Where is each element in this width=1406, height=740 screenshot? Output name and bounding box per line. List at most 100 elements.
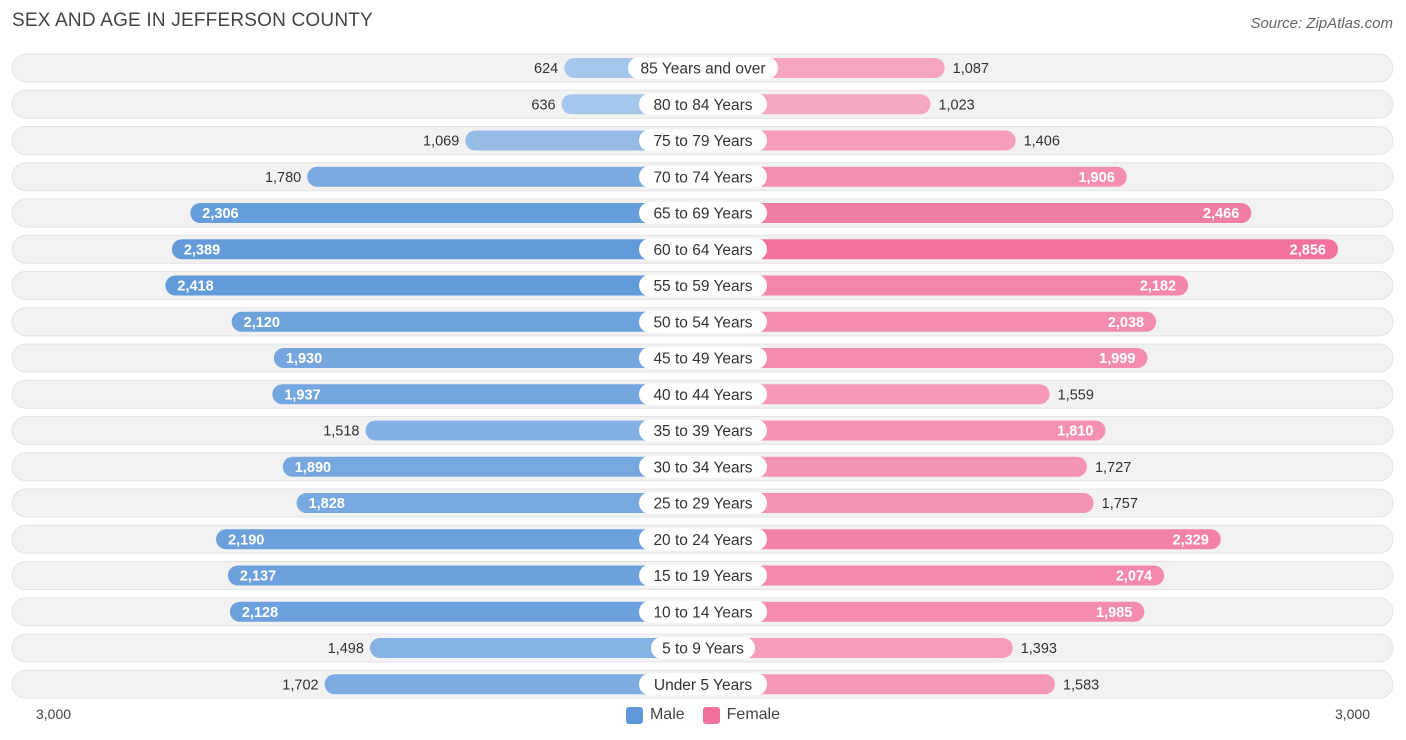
category-label: 75 to 79 Years [653,133,752,150]
category-label: Under 5 Years [654,677,752,694]
category-label: 80 to 84 Years [653,97,752,114]
male-bar [165,275,713,296]
male-value-label: 2,137 [240,569,276,585]
chart-row: Under 5 Years 1,702 1,583 [11,669,1394,699]
category-pill [639,347,767,369]
chart-row: 60 to 64 Years 2,389 2,856 [11,234,1394,264]
chart-row: 35 to 39 Years 1,518 1,810 [11,416,1394,445]
category-label: 10 to 14 Years [653,604,752,621]
chart-row: 5 to 9 Years 1,498 1,393 [11,633,1394,663]
axis-label-left: 3,000 [36,706,72,722]
category-label: 25 to 29 Years [653,496,752,513]
female-bar [693,166,1127,187]
legend-label-female: Female [726,706,781,723]
female-value-label: 2,856 [1290,242,1326,258]
male-value-label: 2,128 [242,605,278,621]
chart-row: 45 to 49 Years 1,930 1,999 [11,343,1394,373]
category-label: 70 to 74 Years [653,169,752,186]
chart-row: 40 to 44 Years 1,937 1,559 [11,379,1394,409]
category-pill [639,383,767,406]
category-pill [639,165,767,188]
category-pill [639,129,767,152]
male-bar [307,166,713,187]
male-value-label: 1,518 [323,424,359,440]
female-bar [693,130,1016,151]
female-value-label: 1,583 [1063,677,1099,693]
male-bar [171,239,713,260]
male-bar [296,493,713,513]
category-pill [639,564,767,587]
chart-row: 15 to 19 Years 2,137 2,074 [11,561,1394,590]
female-value-label: 1,393 [1021,641,1057,657]
axis-label-right: 3,000 [1334,706,1370,722]
female-value-label: 1,999 [1099,351,1135,367]
male-bar [369,638,713,658]
chart-row: 30 to 34 Years 1,890 1,727 [11,452,1394,482]
category-label: 65 to 69 Years [653,206,752,223]
male-value-label: 636 [531,97,555,113]
legend-item-male[interactable]: Male [625,706,685,724]
chart-title: SEX AND AGE IN JEFFERSON COUNTY [12,10,373,31]
female-value-label: 1,810 [1057,424,1093,440]
category-label: 85 Years and over [641,61,766,78]
female-value-label: 2,182 [1140,279,1176,295]
female-value-label: 1,727 [1095,460,1131,476]
female-bar [693,420,1106,441]
chart-row: 70 to 74 Years 1,780 1,906 [11,162,1394,192]
legend: Male Female [0,704,1406,726]
female-value-label: 2,038 [1108,315,1144,331]
female-bar [693,311,1157,332]
chart-row: 55 to 59 Years 2,418 2,182 [11,271,1394,300]
male-bar [190,203,714,223]
male-value-label: 1,828 [309,496,345,512]
female-bar [693,493,1094,513]
category-pill [639,202,767,224]
category-label: 60 to 64 Years [653,242,752,259]
female-bar [693,456,1087,477]
female-bar [693,239,1338,260]
male-bar [324,674,713,695]
category-label: 30 to 34 Years [653,459,752,476]
male-value-label: 1,702 [282,677,318,693]
female-value-label: 1,023 [938,97,974,113]
male-bar [229,601,713,622]
category-label: 50 to 54 Years [653,314,752,331]
female-bar [693,275,1189,296]
male-swatch [625,706,643,724]
category-pill [639,600,767,623]
chart-row: 65 to 69 Years 2,306 2,466 [11,198,1394,228]
female-value-label: 1,406 [1024,134,1060,150]
category-pill [639,238,767,261]
category-label: 45 to 49 Years [653,351,752,368]
legend-label-male: Male [649,706,685,723]
female-bar [693,348,1148,368]
category-label: 15 to 19 Years [653,568,752,585]
female-bar [693,529,1221,550]
category-pill [639,673,767,696]
category-pill [651,637,755,659]
male-bar [231,311,714,332]
female-value-label: 1,559 [1058,387,1094,403]
female-bar [693,638,1013,658]
chart-row: 50 to 54 Years 2,120 2,038 [11,307,1394,337]
chart-row: 75 to 79 Years 1,069 1,406 [11,126,1394,155]
male-value-label: 2,190 [228,532,264,548]
chart-row: 25 to 29 Years 1,828 1,757 [11,488,1394,518]
category-pill [639,274,767,297]
category-pill [639,419,767,442]
chart-row: 20 to 24 Years 2,190 2,329 [11,524,1394,554]
male-value-label: 1,930 [286,351,322,367]
male-value-label: 1,937 [284,387,320,403]
male-value-label: 2,306 [202,206,238,222]
female-value-label: 2,074 [1116,569,1152,585]
category-pill [639,492,767,514]
male-value-label: 1,890 [295,460,331,476]
category-pill [639,310,767,333]
female-value-label: 1,087 [953,61,989,77]
female-bar [693,674,1055,695]
female-bar [693,203,1252,223]
category-pill [639,528,767,551]
legend-item-female[interactable]: Female [702,706,781,724]
chart-row: 85 Years and over 624 1,087 [11,53,1394,83]
male-value-label: 2,418 [177,279,213,295]
